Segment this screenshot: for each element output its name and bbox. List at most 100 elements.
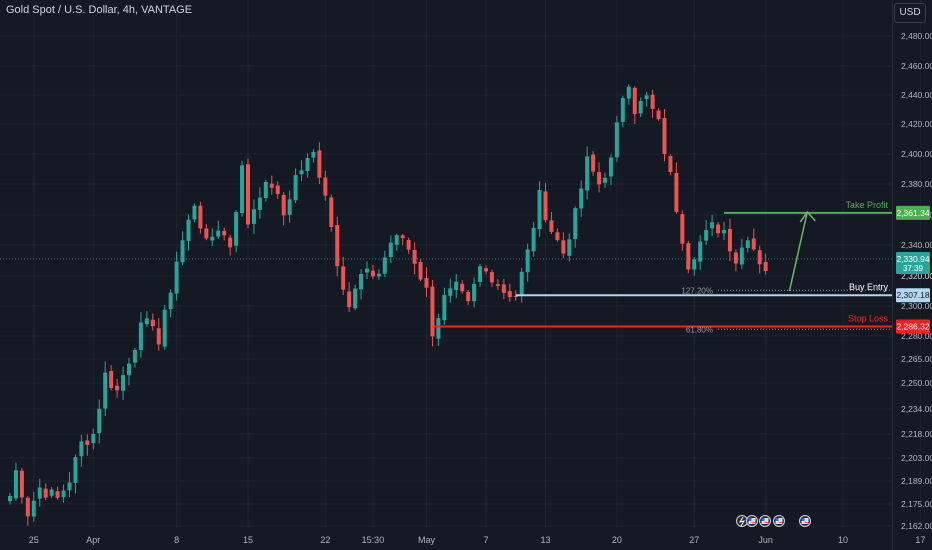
candle bbox=[186, 214, 191, 251]
candle-body bbox=[525, 249, 530, 273]
candle-body bbox=[305, 158, 310, 172]
flag-base bbox=[761, 518, 769, 524]
candle bbox=[222, 227, 227, 241]
candle-body bbox=[620, 98, 625, 122]
candle bbox=[424, 267, 429, 297]
candle bbox=[127, 357, 131, 386]
us-flag-event-icon[interactable] bbox=[773, 515, 785, 527]
event-icons[interactable] bbox=[736, 515, 811, 527]
candle-body bbox=[460, 283, 465, 292]
us-flag-event-icon[interactable] bbox=[799, 515, 811, 527]
candle-body bbox=[293, 175, 298, 201]
candle bbox=[174, 251, 179, 301]
currency-button[interactable]: USD bbox=[894, 3, 926, 23]
candle-body bbox=[359, 273, 364, 290]
candle-body bbox=[555, 232, 560, 241]
candle bbox=[43, 483, 48, 501]
candle bbox=[246, 158, 250, 229]
price-axis[interactable]: 2,162.00 2,175.00 2,189.00 2,203.00 2,218.00… bbox=[896, 31, 932, 531]
candle bbox=[531, 221, 536, 257]
candle bbox=[597, 162, 602, 193]
candle bbox=[543, 183, 548, 223]
candle bbox=[275, 181, 280, 199]
us-flag-event-icon[interactable] bbox=[759, 515, 771, 527]
candle bbox=[335, 216, 340, 277]
candle bbox=[150, 313, 155, 331]
candle-body bbox=[281, 194, 286, 216]
candle bbox=[436, 313, 441, 346]
candle bbox=[472, 277, 477, 308]
candle-body bbox=[115, 385, 120, 391]
candle-body bbox=[31, 500, 36, 517]
candle bbox=[55, 486, 60, 500]
take-profit-price-tag[interactable]: 2,361.34 bbox=[896, 205, 930, 220]
candle-body bbox=[638, 100, 643, 114]
candle bbox=[61, 484, 66, 503]
candle-body bbox=[573, 208, 578, 240]
candle-body bbox=[43, 488, 48, 498]
candle-body bbox=[739, 247, 744, 265]
time-tick-label: May bbox=[418, 535, 436, 545]
candle-body bbox=[299, 170, 304, 175]
candle bbox=[442, 287, 447, 325]
candle bbox=[216, 221, 221, 239]
time-axis[interactable]: 25 Apr 8 15 22 15:30 May 7 13 20 27 Jun 10 17 bbox=[29, 535, 926, 545]
price-tick-label: 2,340.00 bbox=[901, 240, 932, 250]
candle-body bbox=[412, 250, 417, 264]
candle-body bbox=[13, 470, 18, 499]
stop-loss-price-tag[interactable]: 2,286.32 bbox=[896, 319, 930, 334]
candle bbox=[644, 91, 649, 107]
candle bbox=[168, 289, 173, 318]
symbol-title[interactable]: Gold Spot / U.S. Dollar, 4h, VANTAGE bbox=[6, 4, 193, 16]
candle bbox=[430, 279, 435, 347]
us-flag-event-icon[interactable] bbox=[746, 515, 758, 527]
candle-body bbox=[97, 408, 102, 434]
price-tick-label: 2,380.00 bbox=[901, 179, 932, 189]
time-tick-label: 20 bbox=[612, 535, 622, 545]
flag-base bbox=[748, 518, 756, 524]
candle bbox=[370, 264, 375, 280]
candle bbox=[31, 491, 36, 522]
candle bbox=[537, 181, 542, 237]
candle-body bbox=[442, 294, 447, 321]
candle bbox=[347, 281, 352, 312]
time-tick-label: 13 bbox=[540, 535, 550, 545]
candle bbox=[674, 162, 679, 214]
axis-divider bbox=[892, 0, 893, 550]
candle-body bbox=[597, 172, 602, 185]
candle bbox=[638, 97, 643, 118]
candle bbox=[353, 284, 358, 311]
candle-body bbox=[311, 151, 316, 158]
candle bbox=[757, 245, 762, 274]
fib-level-label: 127.20% bbox=[681, 286, 713, 295]
candle-body bbox=[561, 240, 566, 254]
candle-body bbox=[484, 268, 488, 272]
candle-body bbox=[376, 273, 381, 277]
candle-body bbox=[103, 372, 108, 409]
candle-body bbox=[168, 292, 173, 310]
candle bbox=[608, 154, 613, 186]
flag-canton bbox=[801, 518, 805, 521]
candle bbox=[85, 434, 90, 456]
candlesticks bbox=[8, 84, 768, 526]
candle-body bbox=[406, 239, 411, 250]
candle-body bbox=[680, 214, 685, 244]
candle bbox=[614, 115, 619, 162]
candle-body bbox=[716, 224, 721, 234]
fib-level-label: 61.80% bbox=[686, 325, 713, 334]
candle-body bbox=[79, 441, 84, 457]
candle bbox=[519, 267, 524, 303]
buy-entry-price-tag[interactable]: 2,307.18 bbox=[896, 288, 930, 303]
candle bbox=[567, 233, 572, 262]
candle bbox=[733, 249, 738, 272]
candle-body bbox=[234, 212, 239, 246]
candle bbox=[710, 214, 715, 237]
price-tick-label: 2,460.00 bbox=[901, 61, 932, 71]
lightning-event-icon[interactable] bbox=[736, 515, 748, 527]
candle bbox=[67, 471, 72, 498]
candle bbox=[329, 194, 334, 232]
candle-body bbox=[585, 156, 590, 191]
